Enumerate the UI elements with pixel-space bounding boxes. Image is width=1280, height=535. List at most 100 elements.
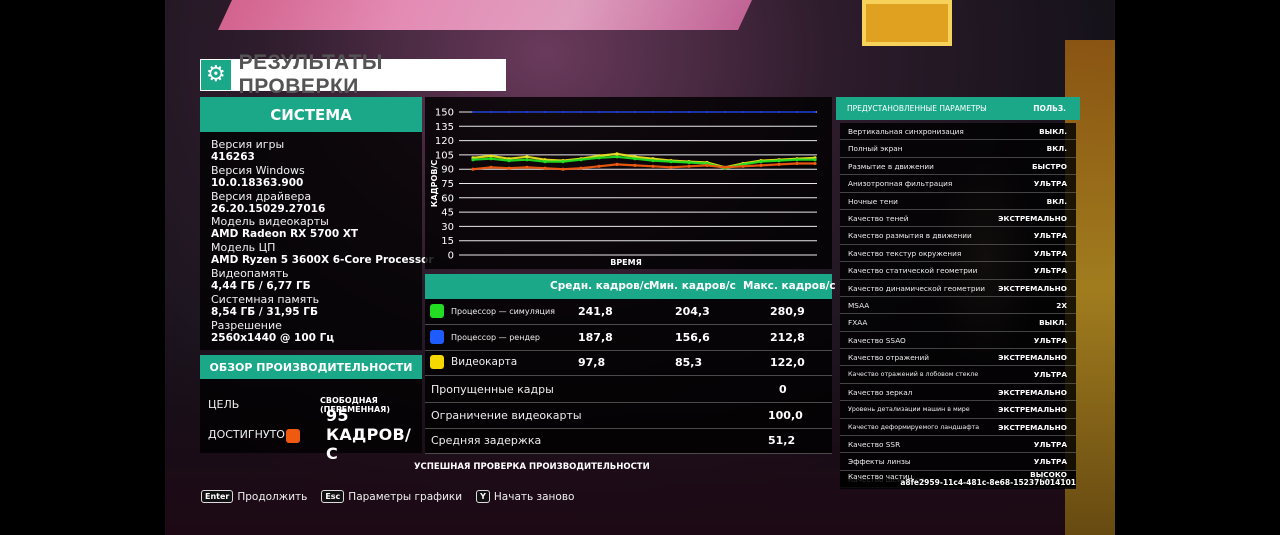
series-point xyxy=(561,167,565,171)
control-1-button[interactable]: Esc Параметры графики xyxy=(321,490,476,503)
stats-extra-value: 51,2 xyxy=(768,434,796,448)
series-point xyxy=(580,111,582,113)
settings-row[interactable]: Качество зеркал ЭКСТРЕМАЛЬНО xyxy=(840,383,1076,402)
settings-row[interactable]: Качество SSAO УЛЬТРА xyxy=(840,331,1076,350)
gear-icon: ⚙ xyxy=(201,60,231,90)
setting-value: 2X xyxy=(1056,300,1067,310)
setting-value: ВЫСОКО xyxy=(1030,470,1067,479)
achieved-label: ДОСТИГНУТО xyxy=(208,428,285,441)
settings-row[interactable]: MSAA 2X xyxy=(840,296,1076,315)
settings-row[interactable]: Качество отражений в лобовом стекле УЛЬТР… xyxy=(840,366,1076,384)
setting-name: Полный экран xyxy=(848,144,903,154)
min-fps-header: Мин. кадров/с xyxy=(649,280,736,292)
stats-extra-value: 100,0 xyxy=(768,408,803,422)
system-info-value: 4,44 ГБ / 6,77 ГБ xyxy=(211,280,311,292)
system-info-label: Видеопамять xyxy=(211,267,289,280)
setting-name: Вертикальная синхронизация xyxy=(848,127,964,136)
control-2-button[interactable]: Y Начать заново xyxy=(476,490,588,503)
series-point xyxy=(759,163,763,167)
avg-fps-header: Средн. кадров/с xyxy=(550,280,650,292)
settings-row[interactable]: Полный экран ВКЛ. xyxy=(840,140,1076,158)
system-info-value: 10.0.18363.900 xyxy=(211,176,304,189)
series-point xyxy=(471,167,475,171)
setting-name: Качество частиц xyxy=(848,472,913,481)
setting-value: УЛЬТРА xyxy=(1033,440,1067,450)
series-point xyxy=(598,111,600,113)
series-point xyxy=(724,111,726,113)
setting-value: ЭКСТРЕМАЛЬНО xyxy=(998,283,1067,293)
setting-value: УЛЬТРА xyxy=(1033,248,1067,258)
system-info-item: Модель ЦП AMD Ryzen 5 3600X 6-Core Proces… xyxy=(211,242,434,267)
settings-row[interactable]: Качество динамической геометрии ЭКСТРЕМАЛ… xyxy=(840,279,1076,297)
series-line xyxy=(472,162,815,171)
settings-row[interactable]: Качество SSR УЛЬТРА xyxy=(840,436,1076,454)
setting-name: Качество текстур окружения xyxy=(848,248,962,258)
series-point xyxy=(814,111,816,113)
settings-row[interactable]: Уровень детализации машин в мире ЭКСТРЕМА… xyxy=(840,401,1076,419)
stats-row: Видеокарта 97,8 85,3 122,0 xyxy=(425,350,832,377)
setting-value: УЛЬТРА xyxy=(1033,370,1067,380)
setting-value: ВКЛ. xyxy=(1046,144,1067,154)
series-point xyxy=(778,111,780,113)
settings-list: Вертикальная синхронизация ВЫКЛ. Полный эк… xyxy=(840,123,1076,489)
y-tick-label: 90 xyxy=(441,165,454,176)
series-point xyxy=(760,111,762,113)
settings-row[interactable]: Качество статической геометрии УЛЬТРА xyxy=(840,262,1076,280)
series-point xyxy=(562,111,564,113)
setting-value: УЛЬТРА xyxy=(1033,457,1067,467)
system-info-label: Разрешение xyxy=(211,318,282,332)
settings-row[interactable]: Эффекты линзы УЛЬТРА xyxy=(840,453,1076,471)
control-0-button[interactable]: Enter Продолжить xyxy=(201,490,321,503)
series-point xyxy=(507,166,511,170)
series-point xyxy=(687,164,691,168)
settings-row[interactable]: Качество размытия в движении УЛЬТРА xyxy=(840,227,1076,245)
settings-row[interactable]: Размытие в движении БЫСТРО xyxy=(840,157,1076,176)
stats-max-value: 280,9 xyxy=(770,305,805,318)
settings-row[interactable]: Качество деформируемого ландшафта ЭКСТРЕМ… xyxy=(840,418,1076,437)
series-point xyxy=(525,155,529,159)
setting-name: FXAA xyxy=(848,318,868,328)
series-point xyxy=(489,157,493,161)
target-row: ЦЕЛЬ СВОБОДНАЯ (ПЕРЕМЕННАЯ) xyxy=(208,395,414,414)
setting-name: Качество динамической геометрии xyxy=(848,283,985,293)
system-info-label: Версия Windows xyxy=(211,163,305,177)
control-label: Продолжить xyxy=(237,490,308,503)
series-point xyxy=(543,160,547,164)
stats-extra-label: Ограничение видеокарты xyxy=(431,408,582,422)
stats-min-value: 156,6 xyxy=(675,330,710,344)
page-title-bar: ⚙ РЕЗУЛЬТАТЫ ПРОВЕРКИ xyxy=(200,51,506,98)
setting-name: Ночные тени xyxy=(848,196,898,206)
settings-row-particles: Качество частиц ВЫСОКО a8fe2959-11c4-481… xyxy=(840,470,1076,489)
setting-value: ЭКСТРЕМАЛЬНО xyxy=(998,213,1067,223)
setting-value: БЫСТРО xyxy=(1031,161,1067,171)
stats-extra-row: Средняя задержка 51,2 xyxy=(425,428,832,455)
series-point xyxy=(508,111,510,113)
stats-extra-label: Средняя задержка xyxy=(431,434,542,448)
series-point xyxy=(813,158,817,162)
y-tick-label: 15 xyxy=(441,236,454,247)
series-point xyxy=(651,159,655,163)
setting-value: УЛЬТРА xyxy=(1033,179,1067,189)
stats-min-value: 85,3 xyxy=(675,356,703,370)
series-point xyxy=(688,111,690,113)
system-header: СИСТЕМА xyxy=(200,97,422,132)
y-tick-label: 30 xyxy=(441,222,454,233)
settings-row[interactable]: Ночные тени ВКЛ. xyxy=(840,192,1076,210)
stats-row-label: Процессор — симуляция xyxy=(451,307,555,316)
stats-extra-value: 0 xyxy=(779,383,787,396)
series-point xyxy=(706,111,708,113)
stats-row: Процессор — рендер 187,8 156,6 212,8 xyxy=(425,325,832,351)
setting-name: Анизотропная фильтрация xyxy=(848,179,953,189)
series-point xyxy=(670,111,672,113)
settings-row[interactable]: Вертикальная синхронизация ВЫКЛ. xyxy=(840,123,1076,141)
settings-row[interactable]: Качество отражений ЭКСТРЕМАЛЬНО xyxy=(840,349,1076,367)
series-point xyxy=(796,111,798,113)
performance-overview-header: ОБЗОР ПРОИЗВОДИТЕЛЬНОСТИ xyxy=(200,355,422,379)
settings-row[interactable]: Качество теней ЭКСТРЕМАЛЬНО xyxy=(840,209,1076,228)
series-point xyxy=(669,165,673,169)
settings-row[interactable]: FXAA ВЫКЛ. xyxy=(840,314,1076,332)
settings-row[interactable]: Качество текстур окружения УЛЬТРА xyxy=(840,244,1076,263)
stats-max-value: 212,8 xyxy=(770,330,805,344)
target-value: СВОБОДНАЯ (ПЕРЕМЕННАЯ) xyxy=(320,395,390,414)
settings-row[interactable]: Анизотропная фильтрация УЛЬТРА xyxy=(840,175,1076,193)
